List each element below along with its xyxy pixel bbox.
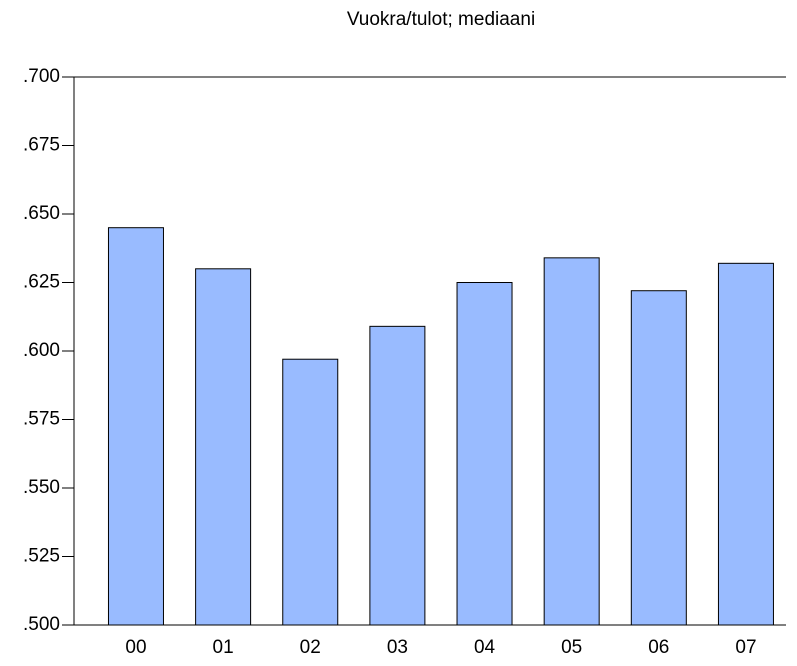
y-tick-label: .500: [23, 614, 60, 635]
y-tick-label: .675: [23, 135, 60, 156]
bar: [630, 290, 687, 626]
bar: [282, 358, 339, 626]
y-tick-label: .575: [23, 409, 60, 430]
x-tick-label: 07: [735, 637, 756, 658]
bar: [717, 262, 774, 626]
y-tick-label: .525: [23, 546, 60, 567]
chart-title: Vuokra/tulot; mediaani: [347, 9, 535, 30]
bar: [543, 257, 600, 626]
y-tick-label: .650: [23, 203, 60, 224]
x-tick-label: 03: [387, 637, 408, 658]
bar: [107, 227, 164, 626]
bar: [195, 268, 252, 626]
bar: [456, 282, 513, 626]
x-tick-label: 04: [474, 637, 496, 658]
y-tick-label: .600: [23, 340, 60, 361]
x-tick-label: 05: [561, 637, 582, 658]
y-tick-label: .700: [23, 66, 60, 87]
x-tick-label: 00: [125, 637, 146, 658]
x-tick-label: 02: [300, 637, 321, 658]
bar: [369, 325, 426, 626]
y-tick-label: .625: [23, 272, 60, 293]
x-tick-label: 01: [213, 637, 234, 658]
x-tick-label: 06: [648, 637, 669, 658]
y-tick-label: .550: [23, 477, 60, 498]
